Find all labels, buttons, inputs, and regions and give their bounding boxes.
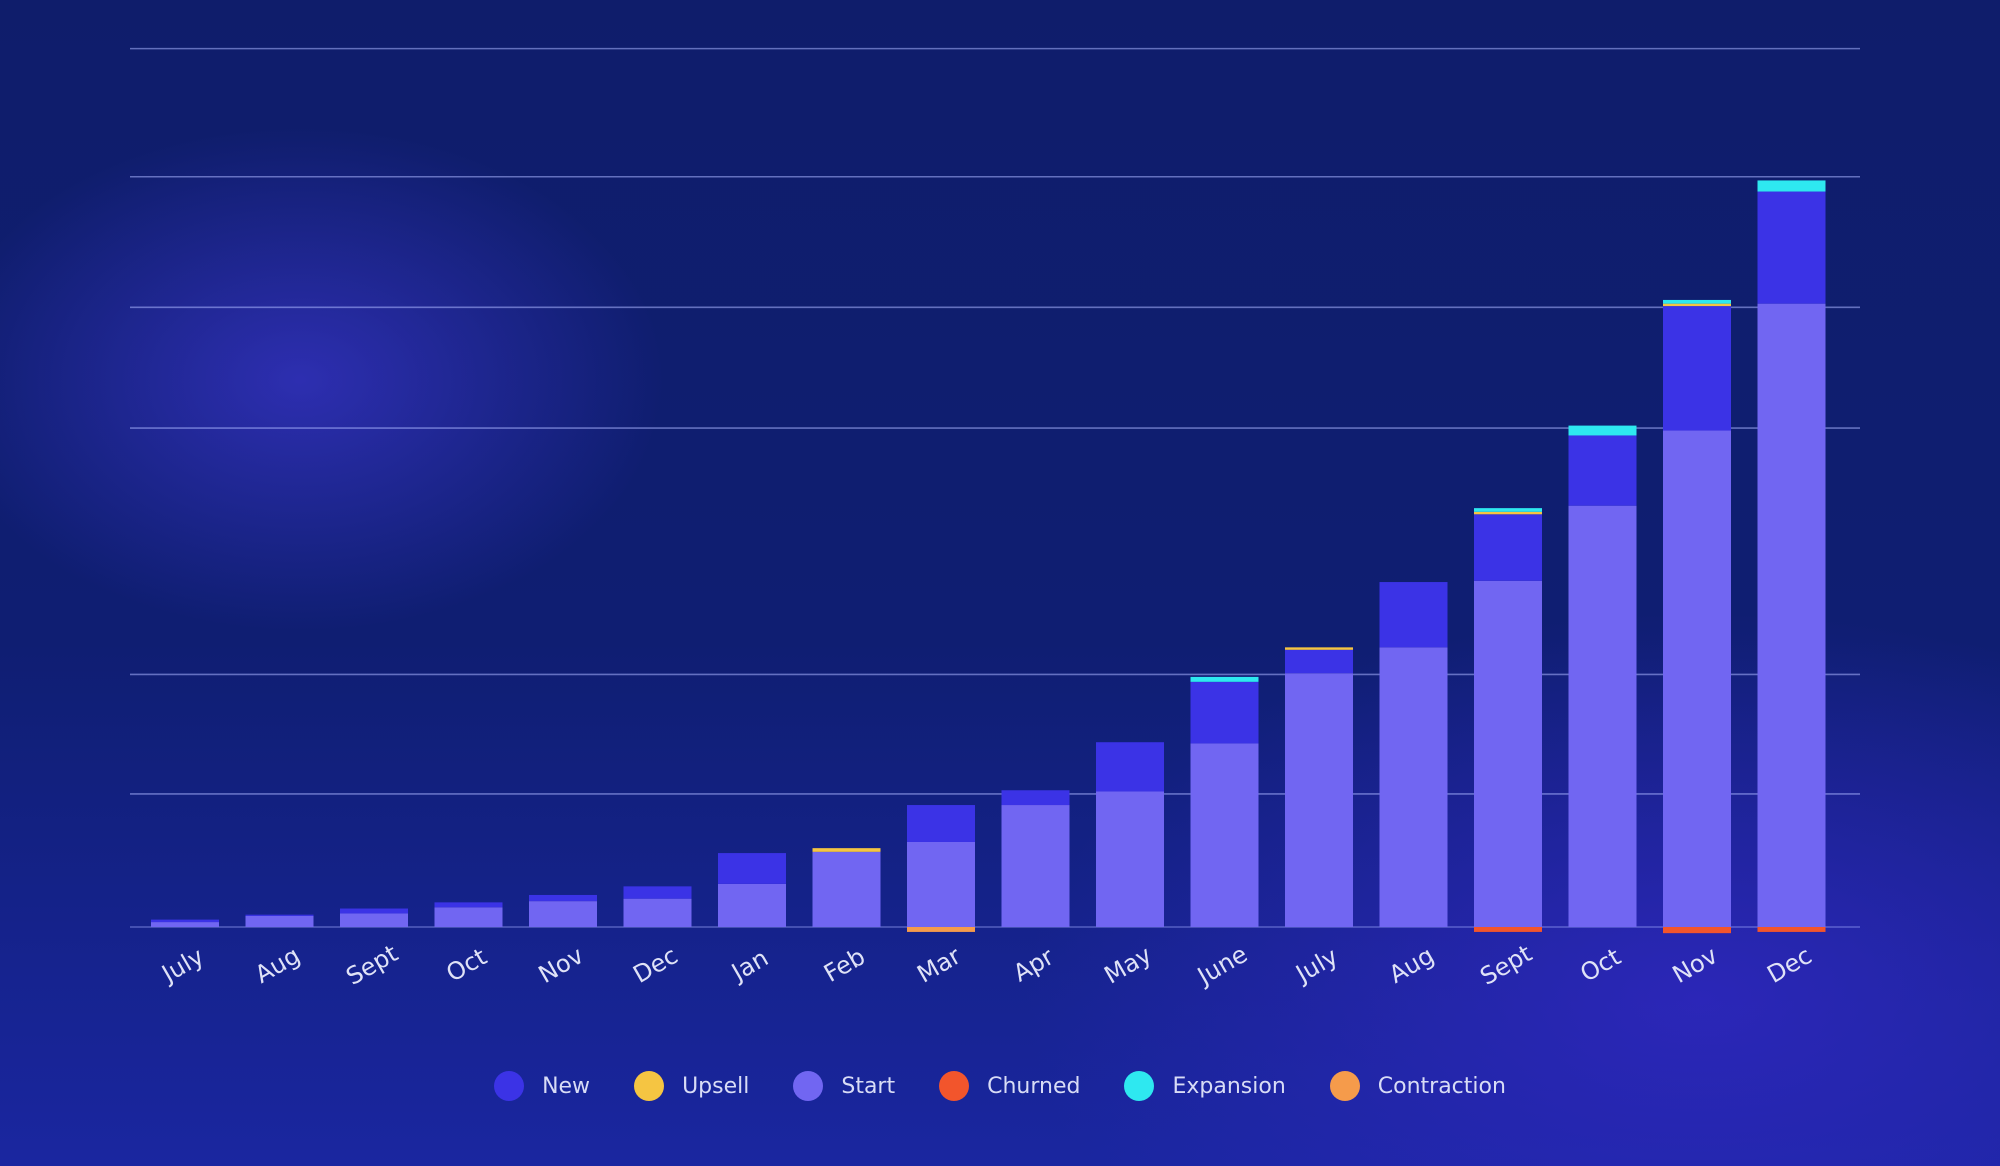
bar-segment-expansion xyxy=(1190,676,1259,682)
bar-segment-new xyxy=(1096,742,1164,792)
legend-item-churned: Churned xyxy=(939,1071,1080,1101)
bar-segment-new xyxy=(1001,790,1070,806)
x-tick-label: July xyxy=(156,942,209,989)
bar-segment-new xyxy=(907,805,975,842)
bar-segment-churned xyxy=(1474,927,1542,932)
bars xyxy=(151,180,1826,934)
bar-segment-start xyxy=(340,913,408,927)
bar-segment-upsell xyxy=(1474,511,1542,515)
legend-swatch-start xyxy=(793,1071,824,1101)
legend-swatch-new xyxy=(494,1071,525,1101)
bar-segment-upsell xyxy=(1285,647,1353,650)
bar-segment-churned xyxy=(1757,927,1826,932)
x-tick-label: Apr xyxy=(1009,943,1059,988)
legend-label-new: New xyxy=(542,1073,591,1099)
bar-segment-start xyxy=(151,922,219,927)
bar-segment-new xyxy=(623,886,692,899)
bar-segment-start xyxy=(245,915,314,927)
bar-segment-start xyxy=(1568,505,1637,927)
legend-label-churned: Churned xyxy=(987,1073,1081,1099)
legend-item-contraction: Contraction xyxy=(1329,1071,1506,1101)
bar-segment-start xyxy=(1379,647,1448,927)
legend-swatch-contraction xyxy=(1329,1071,1360,1101)
x-tick-label: Sept xyxy=(1475,939,1536,991)
x-tick-label: Aug xyxy=(250,941,305,989)
legend-swatch-churned xyxy=(939,1071,970,1101)
bar-segment-new xyxy=(1285,649,1353,674)
legend-item-new: New xyxy=(494,1071,590,1101)
bar-segment-expansion xyxy=(1663,299,1731,304)
x-tick-label: Nov xyxy=(534,941,589,989)
bar-segment-churned xyxy=(1663,927,1731,934)
gridlines xyxy=(130,47,1860,928)
x-axis-labels: July Aug Sept Oct Nov Dec Jan Feb Mar Apr May June J… xyxy=(156,939,1817,991)
bar-segment-expansion xyxy=(1757,180,1826,192)
x-tick-label: Jan xyxy=(725,944,773,988)
bar-segment-new xyxy=(245,914,314,916)
bar-segment-new xyxy=(1568,435,1637,506)
x-tick-label: Dec xyxy=(628,941,682,988)
bar-segment-new xyxy=(1663,306,1731,431)
x-tick-label: Sept xyxy=(341,939,402,991)
bar-segment-new xyxy=(718,853,786,884)
legend-swatch-expansion xyxy=(1124,1071,1155,1101)
bar-segment-new xyxy=(1379,582,1448,648)
bar-segment-start xyxy=(1190,743,1259,927)
legend-item-expansion: Expansion xyxy=(1124,1071,1286,1101)
bar-segment-contraction xyxy=(907,927,975,932)
bar-segment-start xyxy=(1474,580,1542,927)
x-tick-label: Aug xyxy=(1384,941,1439,989)
bar-segment-start xyxy=(529,901,597,927)
bar-segment-upsell xyxy=(812,848,881,852)
x-tick-label: Nov xyxy=(1668,941,1723,989)
bar-segment-upsell xyxy=(1663,303,1731,307)
legend-label-contraction: Contraction xyxy=(1377,1073,1506,1099)
bar-segment-start xyxy=(1757,303,1826,927)
x-tick-label: May xyxy=(1100,941,1157,990)
bar-segment-start xyxy=(623,898,692,927)
x-tick-label: Oct xyxy=(1576,943,1626,988)
x-tick-label: Dec xyxy=(1762,941,1816,988)
bar-segment-start xyxy=(1663,430,1731,927)
legend-item-start: Start xyxy=(793,1071,895,1101)
bar-segment-new xyxy=(434,902,503,908)
bar-segment-start xyxy=(1096,791,1164,927)
bar-segment-start xyxy=(907,841,975,927)
bar-segment-start xyxy=(1001,805,1070,927)
bar-segment-new xyxy=(340,908,408,914)
legend: New Upsell Start Churned Expansion Contr… xyxy=(0,1071,2000,1101)
bar-segment-start xyxy=(1285,673,1353,927)
legend-label-upsell: Upsell xyxy=(682,1073,750,1099)
bar-segment-new xyxy=(1190,681,1259,744)
legend-label-start: Start xyxy=(841,1073,896,1099)
legend-label-expansion: Expansion xyxy=(1172,1073,1286,1099)
x-tick-label: July xyxy=(1290,942,1343,989)
bar-segment-start xyxy=(434,907,503,927)
x-tick-label: Feb xyxy=(819,942,870,987)
legend-item-upsell: Upsell xyxy=(634,1071,749,1101)
x-tick-label: Mar xyxy=(912,942,965,989)
x-tick-label: June xyxy=(1191,940,1252,991)
bar-segment-new xyxy=(1474,514,1542,581)
bar-segment-expansion xyxy=(1474,508,1542,512)
bar-segment-new xyxy=(529,894,597,902)
x-tick-label: Oct xyxy=(442,943,492,988)
bar-segment-expansion xyxy=(1568,425,1637,436)
legend-swatch-upsell xyxy=(634,1071,665,1101)
bar-segment-start xyxy=(718,883,786,927)
bar-segment-new xyxy=(151,919,219,923)
bar-segment-new xyxy=(1757,191,1826,304)
bar-segment-start xyxy=(812,851,881,927)
